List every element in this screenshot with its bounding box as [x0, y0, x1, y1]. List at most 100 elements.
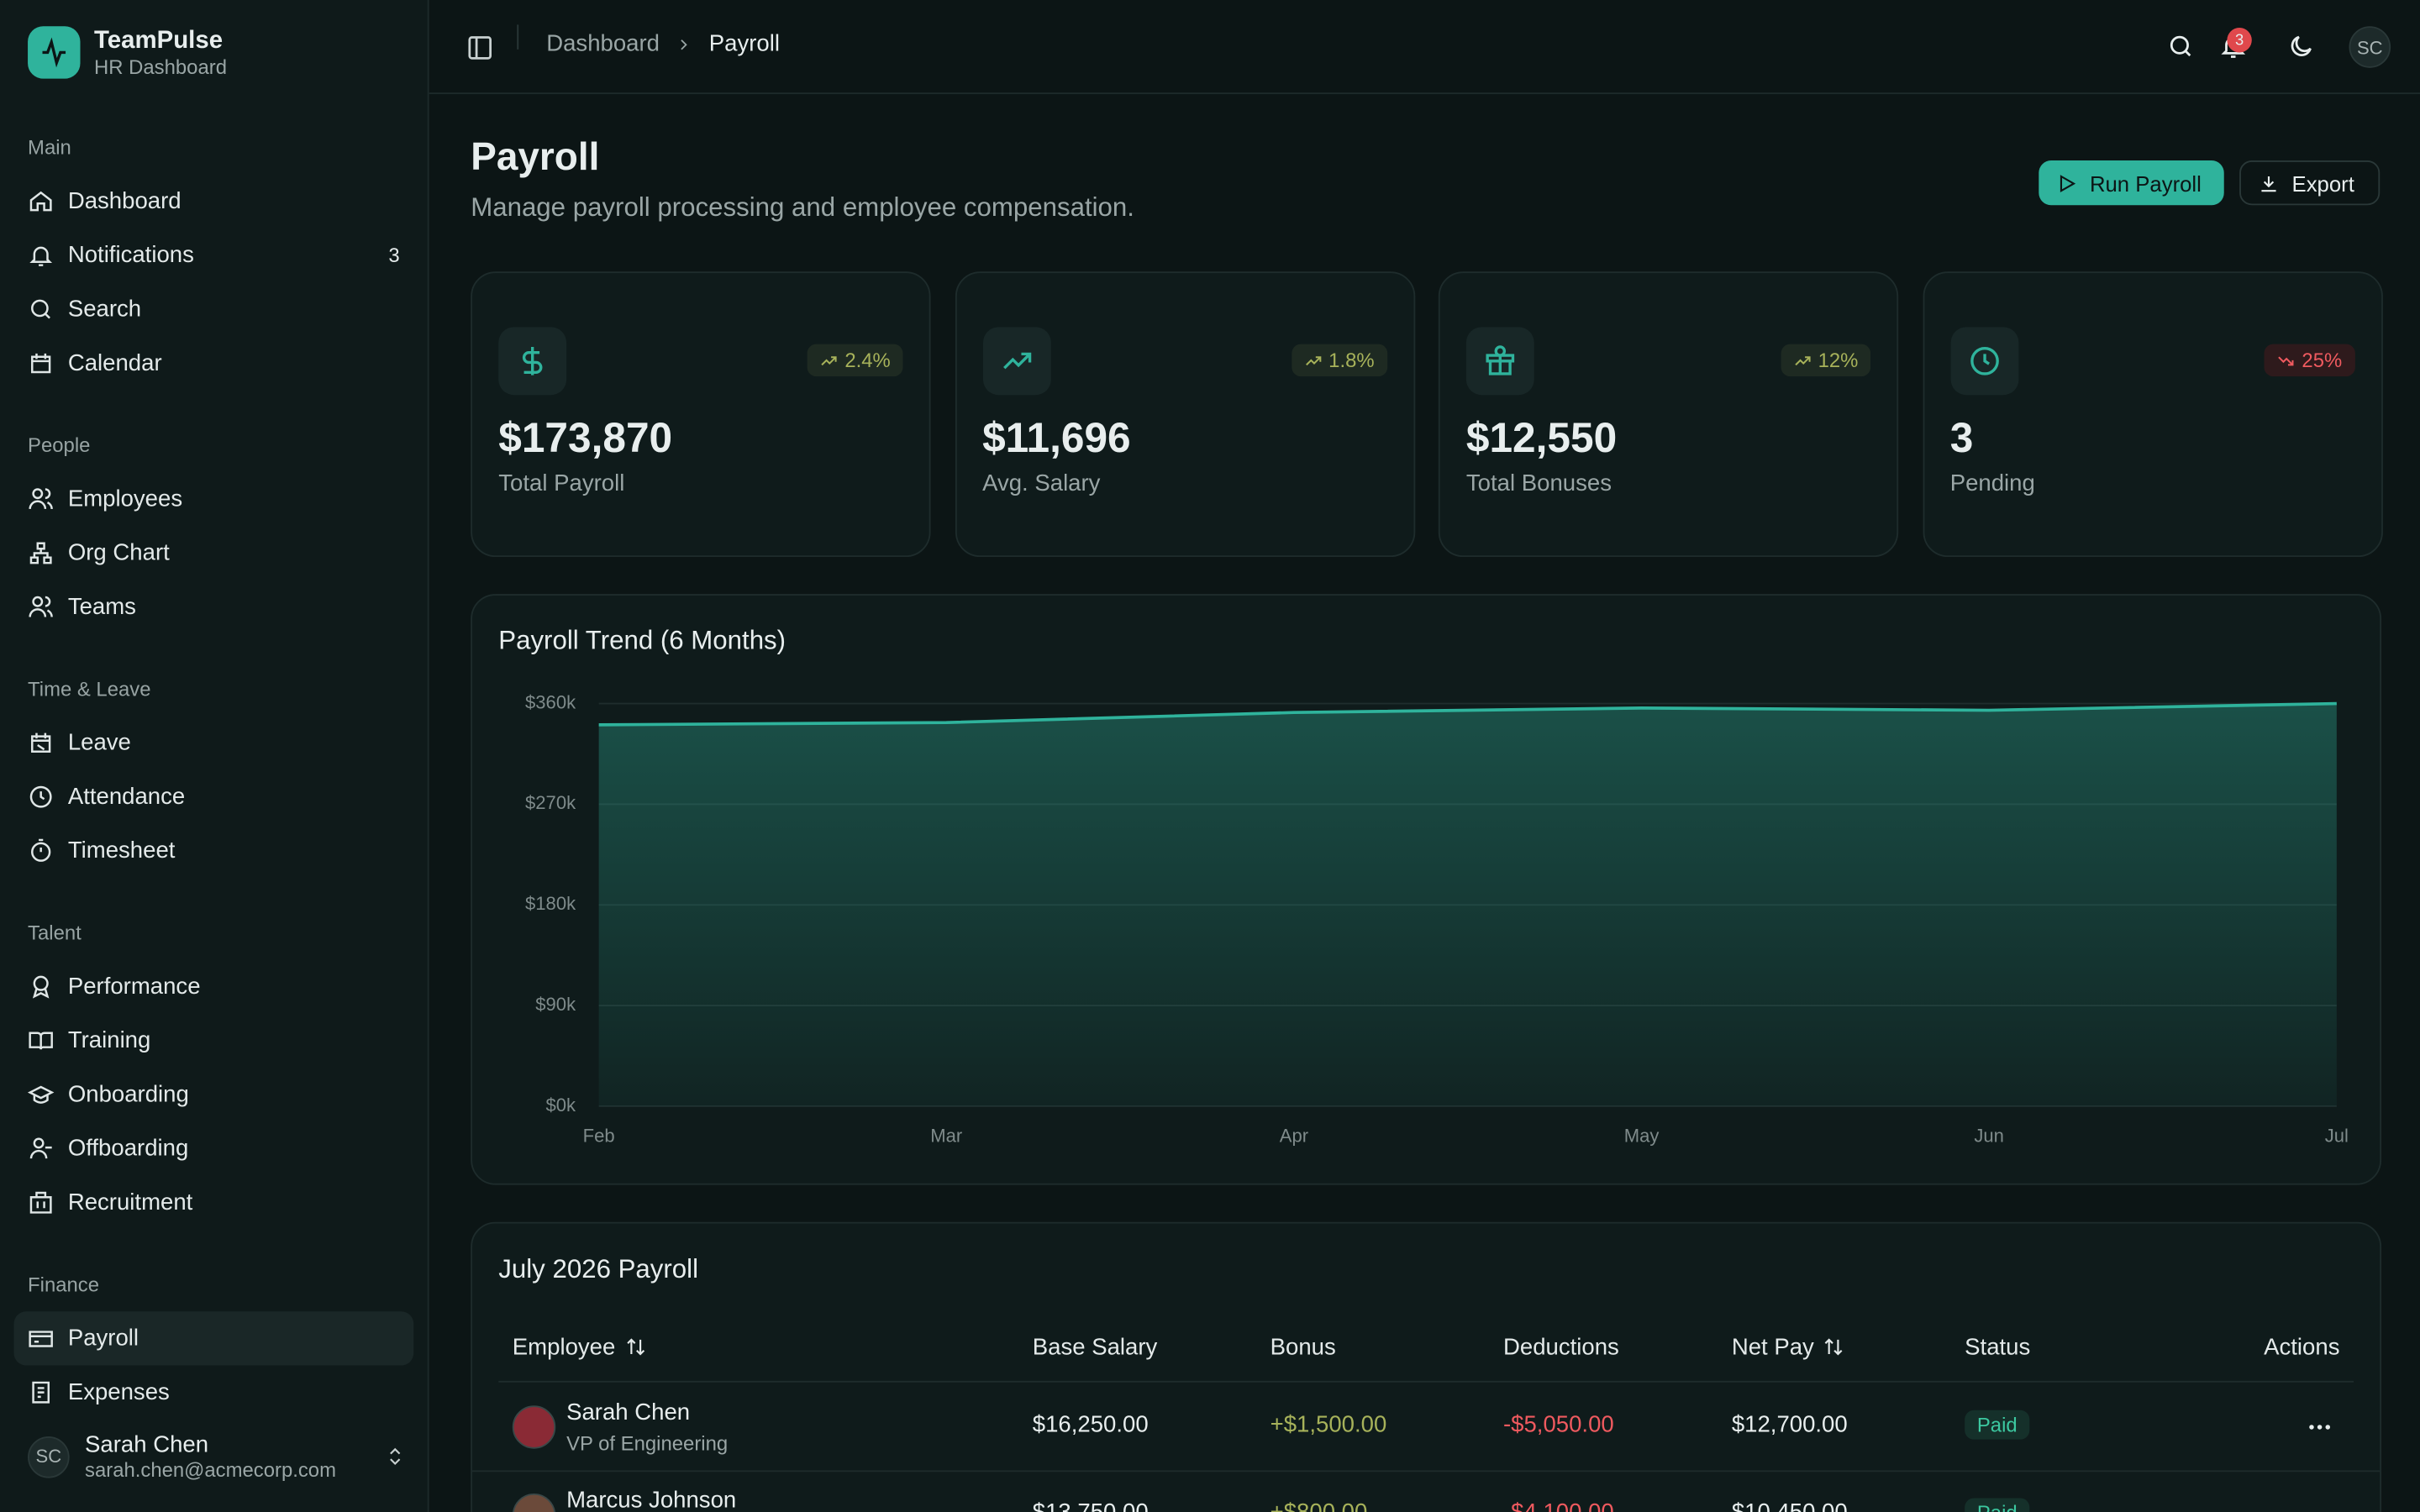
employee-name: Sarah Chen [566, 1399, 691, 1426]
chevron [390, 1447, 401, 1465]
nav-item[interactable]: Training [14, 1014, 414, 1068]
sidebar-toggle[interactable] [466, 34, 494, 61]
nav-section: Time & Leave Leave Attendance Timesheet [0, 662, 428, 878]
cell-base: $13,750.00 [1033, 1499, 1149, 1512]
nav-section: Main Dashboard Notifications 3 Search Calenda… [0, 120, 428, 390]
nav-item[interactable]: Org Chart [14, 526, 414, 580]
trend-icon [1795, 355, 1811, 365]
nav-label: Expenses [67, 1379, 170, 1406]
nav-label: Dashboard [67, 188, 182, 215]
stat-delta: 25% [2265, 344, 2354, 377]
nav-item[interactable]: Dashboard [14, 175, 414, 228]
column-label: Bonus [1270, 1334, 1336, 1362]
sort-icon [1825, 1338, 1844, 1356]
column-header: Actions [2264, 1335, 2339, 1361]
y-tick-label: $90k [535, 994, 576, 1015]
column-header: Base Salary [1033, 1335, 1158, 1361]
cell-base: $16,250.00 [1032, 1411, 1149, 1438]
button-label: Run Payroll [2089, 170, 2202, 196]
brand[interactable]: TeamPulse HR Dashboard [28, 26, 227, 79]
nav-item[interactable]: Attendance [14, 770, 414, 824]
stat-value: $11,696 [982, 415, 1131, 462]
user-name: Sarah Chen [85, 1431, 209, 1458]
cell-net: $12,700.00 [1731, 1411, 1848, 1438]
stat-delta: 1.8% [1292, 344, 1387, 377]
icon [29, 596, 53, 617]
x-tick-label: Apr [1280, 1126, 1308, 1147]
column-label: Status [1965, 1334, 2031, 1362]
employee-avatar [512, 1405, 556, 1449]
stat-delta: 2.4% [808, 344, 903, 377]
status-badge: Paid [1965, 1498, 2030, 1512]
nav-item[interactable]: Leave [14, 716, 414, 769]
play-icon [2060, 174, 2076, 192]
y-tick-label: $270k [525, 792, 576, 813]
icon [29, 488, 53, 510]
more-icon [2309, 1425, 2331, 1430]
delta-value: 2.4% [844, 349, 891, 372]
nav-item[interactable]: Recruitment [14, 1176, 414, 1230]
stat-icon [498, 327, 567, 396]
nav-item[interactable]: Performance [14, 959, 414, 1013]
column-label: Base Salary [1032, 1334, 1158, 1362]
column-header[interactable]: Net Pay [1732, 1335, 1845, 1361]
nav-badge: 3 [388, 244, 400, 267]
x-tick-label: Feb [583, 1126, 615, 1147]
nav-item[interactable]: Timesheet [14, 824, 414, 878]
nav-label: Calendar [67, 349, 162, 377]
user-menu[interactable]: SC Sarah Chen sarah.chen@acmecorp.com [28, 1431, 406, 1481]
run-payroll-button[interactable]: Run Payroll [2039, 160, 2224, 206]
trend-icon [822, 355, 838, 365]
delta-value: 1.8% [1328, 349, 1375, 372]
table-row: Sarah Chen VP of Engineering $16,250.00 +$1… [472, 1383, 2381, 1473]
nav-item[interactable]: Teams [14, 580, 414, 634]
employee-role: VP of Engineering [566, 1431, 729, 1456]
stat-card: 1.8% $11,696 Avg. Salary [955, 271, 1415, 558]
cell-deductions: -$5,050.00 [1502, 1411, 1614, 1438]
cell-net: $10,450.00 [1732, 1499, 1848, 1512]
row-actions[interactable] [2306, 1501, 2333, 1512]
notification-badge: 3 [2227, 28, 2252, 53]
row-actions[interactable] [2306, 1413, 2333, 1448]
column-header[interactable]: Employee [513, 1335, 646, 1361]
section-label: Finance [28, 1273, 100, 1296]
nav-item[interactable]: Onboarding [14, 1068, 414, 1121]
icon [29, 1331, 53, 1347]
icon [31, 838, 51, 862]
nav-item[interactable]: Offboarding [14, 1121, 414, 1175]
nav-item[interactable]: Expenses [14, 1366, 414, 1420]
x-tick-label: Mar [930, 1126, 962, 1147]
page-subtitle: Manage payroll processing and employee c… [471, 192, 1134, 223]
nav-item[interactable]: Notifications 3 [14, 228, 414, 282]
column-label: Employee [512, 1334, 616, 1362]
nav-section: Talent Performance Training Onboarding Offbo… [0, 906, 428, 1230]
delta-value: 12% [1818, 349, 1859, 372]
user-avatar: SC [28, 1436, 70, 1478]
chart: Payroll Trend (6 Months) $0k $90k $180k $27… [498, 625, 2349, 1147]
icon [29, 191, 52, 212]
icon [29, 785, 52, 808]
header-avatar[interactable]: SC [2349, 26, 2391, 68]
nav-item[interactable]: Employees [14, 472, 414, 526]
stat-icon [1465, 327, 1534, 396]
nav-item[interactable]: Calendar [14, 336, 414, 390]
icon [29, 1137, 52, 1159]
nav-label: Search [67, 296, 142, 323]
icon [31, 732, 51, 753]
payroll-table: July 2026 Payroll Employee Base Salary Bon… [471, 1221, 2382, 1512]
stat-value: 3 [1949, 415, 1974, 462]
stat-value: $12,550 [1465, 415, 1618, 462]
theme-toggle[interactable] [2287, 33, 2315, 60]
nav-item[interactable]: Payroll [13, 1311, 414, 1366]
search-button[interactable] [2167, 33, 2195, 60]
nav-item[interactable]: Search [14, 282, 414, 336]
crumb-link[interactable]: Dashboard [546, 30, 660, 57]
export-button[interactable]: Export [2239, 160, 2381, 206]
stat-card: 12% $12,550 Total Bonuses [1438, 271, 1899, 558]
nav-label: Training [67, 1027, 151, 1054]
line [598, 701, 2337, 727]
crumb-sep [681, 39, 688, 50]
stat-label: Pending [1949, 470, 2035, 497]
nav-label: Timesheet [67, 837, 176, 864]
